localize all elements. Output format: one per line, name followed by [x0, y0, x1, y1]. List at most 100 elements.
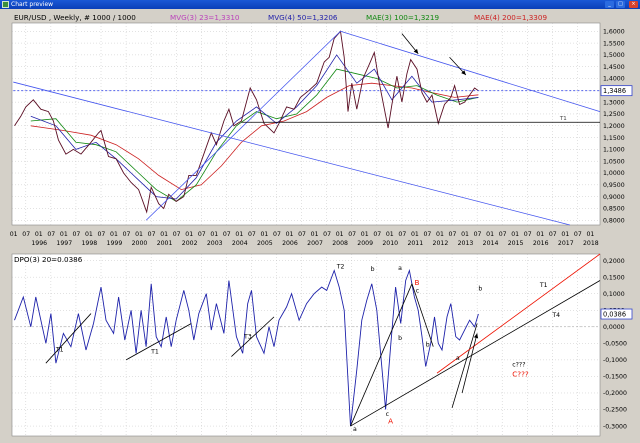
- window-title: Chart preview: [11, 1, 54, 8]
- x-year-label: 2008: [332, 240, 348, 247]
- x-month-label: 07: [173, 231, 181, 238]
- price-y-tick-label: 1,2500: [603, 111, 625, 118]
- x-month-label: 07: [398, 231, 406, 238]
- x-month-label: 01: [60, 231, 68, 238]
- price-y-tick-label: 1,5500: [603, 40, 625, 47]
- x-month-label: 07: [323, 231, 331, 238]
- price-y-tick-label: 0,8000: [603, 217, 625, 224]
- dpo-wave-label: b: [371, 266, 375, 273]
- x-month-label: 07: [248, 231, 256, 238]
- x-month-label: 01: [110, 231, 118, 238]
- x-year-label: 2013: [458, 240, 474, 247]
- dpo-last-badge: [600, 308, 633, 320]
- dpo-trendline: [350, 280, 601, 427]
- x-year-label: 2009: [357, 240, 373, 247]
- dpo-trendline: [45, 313, 92, 364]
- close-button[interactable]: ×: [629, 1, 638, 8]
- x-month-label: 07: [72, 231, 80, 238]
- x-month-label: 07: [198, 231, 206, 238]
- x-year-label: 1999: [107, 240, 123, 247]
- dpo-trendline: [350, 283, 413, 427]
- dpo-y-tick-label: -0,1000: [603, 357, 627, 364]
- dpo-trendline: [231, 316, 275, 357]
- dpo-wave-label: a: [456, 355, 460, 362]
- price-y-tick-label: 1,2000: [603, 123, 625, 130]
- last-price-badge: [600, 85, 633, 97]
- price-panel: 1,60001,55001,50001,45001,40001,35001,30…: [10, 13, 633, 247]
- x-year-label: 2012: [433, 240, 449, 247]
- dpo-wave-label: T1: [55, 347, 64, 354]
- dpo-red-trendline: [436, 253, 601, 374]
- x-month-label: 07: [449, 231, 457, 238]
- x-month-label: 07: [22, 231, 30, 238]
- x-year-label: 2001: [157, 240, 173, 247]
- window-titlebar[interactable]: Chart preview _ □ ×: [0, 0, 640, 9]
- last-price-value: 1,3486: [603, 87, 626, 95]
- x-month-label: 07: [524, 231, 532, 238]
- x-month-label: 07: [474, 231, 482, 238]
- x-month-label: 07: [223, 231, 231, 238]
- dpo-wave-label: T1: [539, 282, 548, 289]
- x-month-label: 01: [436, 231, 444, 238]
- x-month-label: 01: [561, 231, 569, 238]
- dpo-wave-label: C???: [512, 369, 529, 378]
- x-month-label: 07: [423, 231, 431, 238]
- chart-canvas[interactable]: 1,60001,55001,50001,45001,40001,35001,30…: [2, 10, 638, 441]
- dpo-plot-area: [11, 253, 601, 437]
- dpo-y-tick-label: -0,2000: [603, 390, 627, 397]
- x-year-label: 2018: [583, 240, 599, 247]
- price-y-tick-label: 1,4500: [603, 64, 625, 71]
- x-year-label: 2005: [257, 240, 273, 247]
- price-y-tick-label: 1,1000: [603, 147, 625, 154]
- x-year-label: 1997: [56, 240, 72, 247]
- x-year-label: 2006: [282, 240, 298, 247]
- x-year-label: 2007: [307, 240, 323, 247]
- x-month-label: 07: [574, 231, 582, 238]
- x-month-label: 01: [311, 231, 319, 238]
- dpo-y-tick-label: -0,2500: [603, 407, 627, 414]
- x-year-label: 2015: [508, 240, 524, 247]
- x-month-label: 01: [586, 231, 594, 238]
- dpo-last-value: 0,0386: [603, 311, 626, 319]
- dpo-y-tick-label: 0,0000: [603, 324, 625, 331]
- dpo-wave-label: c: [386, 411, 390, 418]
- trend-line: [13, 81, 571, 226]
- price-y-tick-label: 0,8500: [603, 206, 625, 213]
- price-y-tick-label: 1,1500: [603, 135, 625, 142]
- x-month-label: 07: [549, 231, 557, 238]
- dpo-wave-label: T4: [551, 312, 560, 319]
- maximize-button[interactable]: □: [616, 1, 625, 8]
- dpo-y-tick-label: 0,1000: [603, 291, 625, 298]
- dpo-y-tick-label: -0,1500: [603, 374, 627, 381]
- dpo-wave-label: b: [398, 335, 402, 342]
- x-month-label: 07: [148, 231, 156, 238]
- x-month-label: 01: [336, 231, 344, 238]
- x-month-label: 07: [373, 231, 381, 238]
- mae100-line: [30, 68, 479, 202]
- x-month-label: 07: [298, 231, 306, 238]
- legend-entry: MAE(3) 100=1,3219: [366, 13, 439, 22]
- x-month-label: 01: [536, 231, 544, 238]
- dpo-wave-label: T1: [150, 348, 159, 355]
- x-month-label: 07: [123, 231, 131, 238]
- price-y-tick-label: 1,0000: [603, 170, 625, 177]
- dpo-y-tick-label: -0,3000: [603, 423, 627, 430]
- x-month-label: 01: [411, 231, 419, 238]
- x-month-label: 01: [361, 231, 369, 238]
- x-month-label: 01: [511, 231, 519, 238]
- x-month-label: 01: [261, 231, 269, 238]
- price-y-tick-label: 0,9000: [603, 194, 625, 201]
- price-y-tick-label: 1,3000: [603, 99, 625, 106]
- x-month-label: 07: [348, 231, 356, 238]
- x-month-label: 07: [273, 231, 281, 238]
- legend-entry: MVG(4) 50=1,3206: [268, 13, 338, 22]
- x-year-label: 2017: [558, 240, 574, 247]
- x-month-label: 01: [85, 231, 93, 238]
- x-month-label: 01: [185, 231, 193, 238]
- dpo-wave-label: T2: [336, 264, 345, 271]
- dpo-wave-label: c: [416, 287, 420, 294]
- dpo-wave-label: T3: [243, 334, 252, 341]
- minimize-button[interactable]: _: [605, 1, 614, 8]
- app-icon: [2, 1, 9, 8]
